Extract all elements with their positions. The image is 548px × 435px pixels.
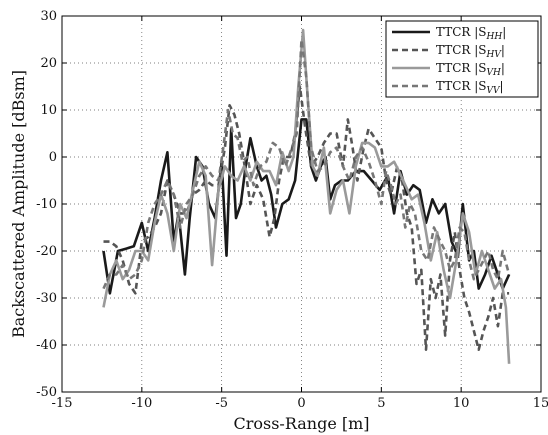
y-tick-label: -10 [36,197,57,212]
y-tick-label: 10 [40,103,57,118]
x-axis-title: Cross-Range [m] [233,414,369,433]
x-tick-label: 0 [297,396,305,411]
ticks [61,15,542,393]
y-tick-label: 0 [49,150,57,165]
y-tick-label: -50 [36,385,57,400]
legend: TTCR |SHH|TTCR |SHV|TTCR |SVH|TTCR |SVV| [385,20,539,98]
x-tick-label: 15 [533,396,548,411]
legend-entry: TTCR |SVV| [436,79,504,96]
legend-entry: TTCR |SHH| [436,25,506,42]
y-tick-label: 20 [40,56,57,71]
legend-box [385,20,539,98]
x-tick-label: -15 [52,396,73,411]
y-axis-title: Backscattered Amplitude [dBsm] [9,70,28,338]
x-tick-label: -5 [215,396,228,411]
x-tick-label: 5 [377,396,385,411]
x-tick-label: 10 [453,396,470,411]
legend-entry: TTCR |SVH| [436,61,505,78]
y-tick-label: -30 [36,291,57,306]
y-tick-label: -40 [36,338,57,353]
series-line-3 [102,28,511,364]
legend-entry: TTCR |SHV| [436,43,505,60]
series-line-4 [102,38,511,290]
y-tick-label: -20 [36,244,57,259]
series-line-2 [103,85,510,351]
y-tick-label: 30 [40,9,57,24]
series-layer [102,28,511,364]
x-tick-label: -10 [131,396,152,411]
